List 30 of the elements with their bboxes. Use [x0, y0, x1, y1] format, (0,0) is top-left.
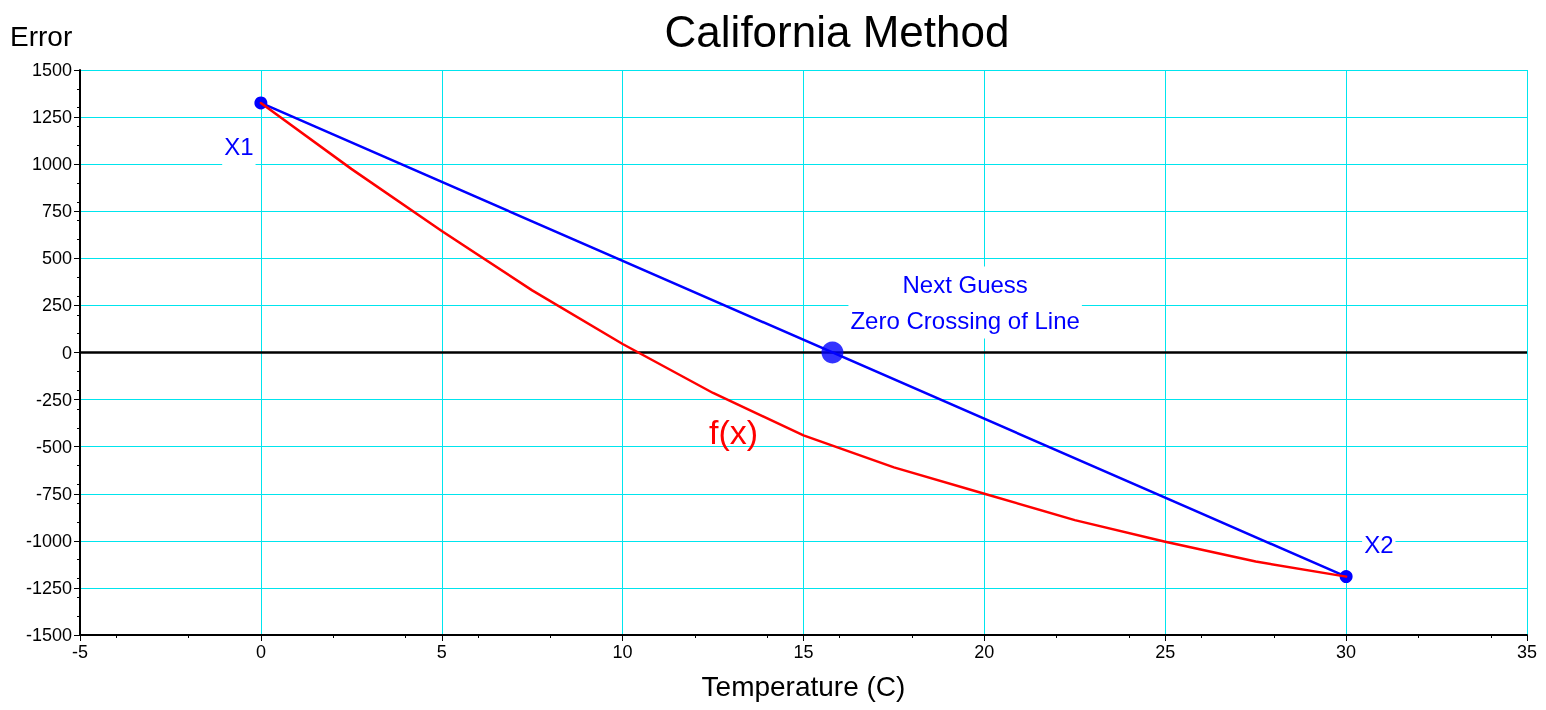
y-tick-label: -1000 [25, 530, 72, 551]
x-tick-label: 30 [1336, 642, 1357, 662]
y-tick-label: -500 [35, 436, 72, 457]
y-tick-label: -750 [35, 483, 72, 504]
y-tick-label: -250 [35, 389, 72, 410]
chart-title: California Method [664, 6, 1010, 56]
x-axis-title: Temperature (C) [701, 670, 906, 702]
x-tick-label: 10 [612, 642, 633, 662]
y-tick-label: 500 [41, 248, 72, 269]
x-tick-label: -5 [71, 642, 89, 662]
x-tick-label: 0 [255, 642, 266, 662]
y-tick-label: 750 [41, 201, 72, 222]
x-tick-label: 20 [974, 642, 995, 662]
y-tick-label: 250 [41, 295, 72, 316]
annotation: X2 [1364, 531, 1394, 559]
y-axis-title: Error [10, 20, 73, 52]
annotation: Next Guess Zero Crossing of Line [850, 271, 1080, 334]
x-tick-label: 25 [1155, 642, 1176, 662]
y-tick-label: -1250 [25, 577, 72, 598]
series-label: f(x) [708, 413, 759, 452]
x-tick-label: 5 [436, 642, 447, 662]
point [821, 341, 844, 364]
y-tick-label: 0 [61, 342, 72, 363]
y-tick-label: 1000 [31, 154, 72, 175]
x-tick-label: 35 [1516, 642, 1538, 662]
y-tick-label: 1250 [31, 107, 72, 128]
x-tick-label: 15 [793, 642, 814, 662]
y-tick-label: -1500 [25, 625, 72, 645]
y-tick-label: 1500 [31, 60, 72, 80]
annotation: X1 [224, 133, 254, 161]
